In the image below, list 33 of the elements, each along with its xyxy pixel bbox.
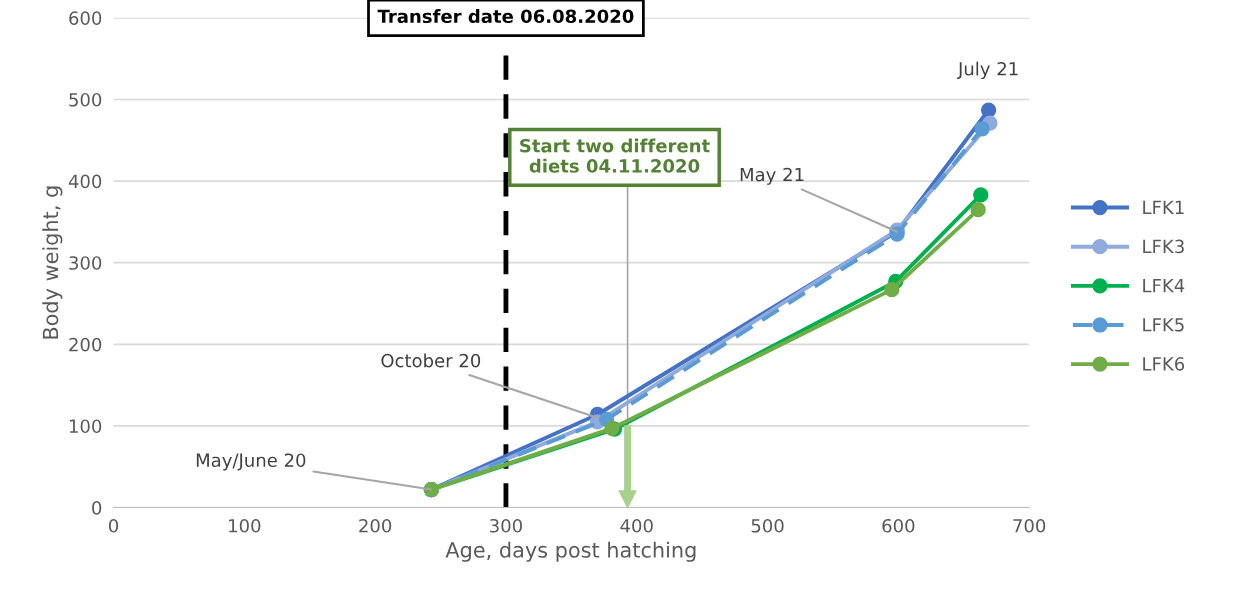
x-tick-label: 300 [490,518,522,533]
y-tick-label: 300 [69,256,102,270]
point [980,102,997,118]
legend-label: LFK6 [1143,357,1185,371]
point [970,202,986,218]
annotation: July 21 [957,61,1018,80]
y-tick-label: 600 [69,11,102,25]
ref-line-label: Start two different diets 04.11.2020 [520,138,710,173]
y-axis-title: Body weight, g [42,186,63,339]
ref-line-label: Transfer date 06.08.2020 [377,9,634,24]
point [974,121,990,137]
x-axis-title: Age, days post hatching [445,541,696,562]
legend-label: LFK4 [1143,279,1185,293]
annotation: October 20 [381,353,481,368]
x-tick-label: 0 [108,518,119,533]
x-tick-label: 400 [620,518,653,533]
legend-label: LFK3 [1143,239,1184,254]
point [884,281,900,298]
point [973,187,989,203]
y-tick-label: 200 [69,337,102,352]
annotation: May/June 20 [196,453,306,471]
x-tick-label: 100 [229,518,261,533]
y-tick-label: 100 [69,419,102,434]
y-tick-label: 0 [92,500,102,515]
y-tick-label: 500 [69,92,102,107]
legend-label: LFK1 [1143,200,1184,214]
x-tick-label: 700 [1013,518,1046,533]
x-tick-label: 500 [751,518,784,533]
annotation: May 21 [740,167,804,185]
legend-label: LFK5 [1143,318,1184,332]
y-tick-label: 400 [68,174,102,189]
x-tick-label: 200 [359,518,392,533]
x-tick-label: 600 [882,518,915,533]
